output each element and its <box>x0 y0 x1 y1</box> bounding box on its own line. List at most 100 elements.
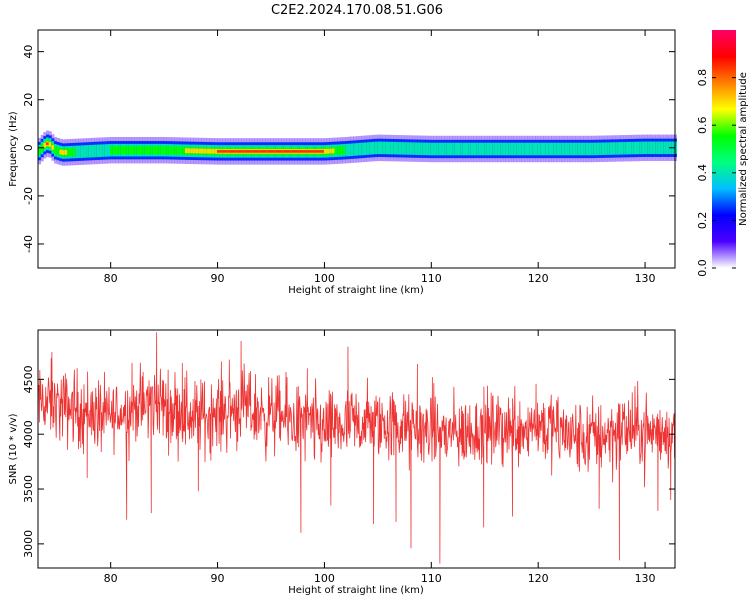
heatmap-cell <box>596 142 600 156</box>
heatmap-cell <box>104 144 108 157</box>
colorbar-tick-label: 0.6 <box>696 116 709 134</box>
heatmap-cell <box>48 142 52 147</box>
heatmap-cell <box>200 148 205 154</box>
heatmap-cell <box>147 146 151 155</box>
heatmap-cell <box>513 142 517 156</box>
heatmap-cell <box>299 150 303 153</box>
heatmap-cell <box>249 150 253 153</box>
heatmap-cell <box>331 148 335 154</box>
x-tick-label: 130 <box>635 572 656 585</box>
spectrogram-frame <box>37 29 676 269</box>
heatmap-cell <box>484 142 488 156</box>
heatmap-cell <box>599 142 603 156</box>
heatmap-cell <box>254 150 258 153</box>
heatmap-cell <box>363 142 368 155</box>
heatmap-cell <box>75 145 79 159</box>
heatmap-cell <box>94 144 98 158</box>
heatmap-cell <box>275 150 279 153</box>
heatmap-cell <box>318 150 322 153</box>
heatmap-cell <box>540 142 544 156</box>
heatmap-cell <box>51 145 55 150</box>
snr-plot-area <box>38 330 675 568</box>
heatmap-cell <box>657 141 661 155</box>
heatmap-cell <box>291 150 295 153</box>
heatmap-cell <box>382 141 386 155</box>
heatmap-cell <box>580 142 584 156</box>
heatmap-cell <box>88 144 92 158</box>
heatmap-cell <box>489 142 493 156</box>
y-tick-label: 0 <box>22 144 35 151</box>
heatmap-cell <box>350 143 354 156</box>
heatmap-cell <box>561 142 565 156</box>
spectrogram-y-axis-label: Frequency (Hz) <box>8 111 19 187</box>
heatmap-cell <box>238 150 242 153</box>
heatmap-cell <box>548 142 552 156</box>
heatmap-cell <box>206 148 210 154</box>
heatmap-cell <box>575 142 579 156</box>
heatmap-cell <box>283 150 287 153</box>
heatmap-cell <box>380 141 384 155</box>
heatmap-cell <box>593 142 597 156</box>
heatmap-cell <box>126 146 130 155</box>
heatmap-cell <box>176 146 181 155</box>
heatmap-cell <box>449 142 453 156</box>
heatmap-cell <box>217 150 221 153</box>
heatmap-cell <box>585 142 589 156</box>
heatmap-cell <box>660 141 664 155</box>
heatmap-cell <box>473 142 477 156</box>
heatmap-cell <box>80 145 84 158</box>
heatmap-cell <box>398 142 402 155</box>
heatmap-cell <box>625 141 629 155</box>
heatmap-cell <box>468 142 472 156</box>
heatmap-cell <box>179 146 183 155</box>
heatmap-cell <box>150 146 154 155</box>
heatmap-cell <box>281 150 285 153</box>
heatmap-cell <box>492 142 496 156</box>
heatmap-cell <box>620 142 624 155</box>
heatmap-cell <box>329 148 333 154</box>
y-tick-label: 20 <box>22 93 35 107</box>
heatmap-cell <box>246 150 250 153</box>
heatmap-cell <box>38 147 42 156</box>
heatmap-cell <box>235 150 239 153</box>
heatmap-cell <box>107 144 111 157</box>
heatmap-cell <box>481 142 485 156</box>
heatmap-cell <box>500 142 504 156</box>
heatmap-cell <box>572 142 576 156</box>
heatmap-cell <box>294 150 298 153</box>
heatmap-cell <box>478 142 482 156</box>
heatmap-cell <box>436 142 440 156</box>
heatmap-cell <box>396 141 400 155</box>
heatmap-cell <box>134 146 138 155</box>
heatmap-cell <box>641 141 645 155</box>
snr-x-axis-label: Height of straight line (km) <box>288 585 424 596</box>
x-tick-label: 120 <box>528 272 549 285</box>
heatmap-cell <box>438 142 442 156</box>
heatmap-cell <box>401 142 405 155</box>
y-tick-label: 4500 <box>22 365 35 393</box>
heatmap-cell <box>663 141 667 155</box>
heatmap-cell <box>628 141 632 155</box>
heatmap-cell <box>168 146 172 155</box>
heatmap-cell <box>414 142 418 155</box>
heatmap-cell <box>631 141 635 155</box>
heatmap-cell <box>428 142 432 156</box>
heatmap-cell <box>241 150 245 153</box>
heatmap-cell <box>457 142 461 156</box>
colorbar-tick-label: 0.4 <box>696 164 709 182</box>
heatmap-cell <box>67 148 71 157</box>
heatmap-cell <box>502 142 506 156</box>
heatmap-cell <box>136 146 140 155</box>
y-tick-label: 4000 <box>22 420 35 448</box>
heatmap-cell <box>543 142 547 156</box>
colorbar-tick-label: 0.0 <box>696 259 709 277</box>
heatmap-cell <box>577 142 581 156</box>
heatmap-cell <box>342 146 346 155</box>
heatmap-cell <box>486 142 490 156</box>
heatmap-cell <box>158 146 162 155</box>
x-tick-label: 80 <box>104 272 118 285</box>
heatmap-cell <box>142 146 146 155</box>
heatmap-cell <box>96 144 100 158</box>
heatmap-cell <box>315 150 319 153</box>
x-tick-label: 110 <box>421 272 442 285</box>
